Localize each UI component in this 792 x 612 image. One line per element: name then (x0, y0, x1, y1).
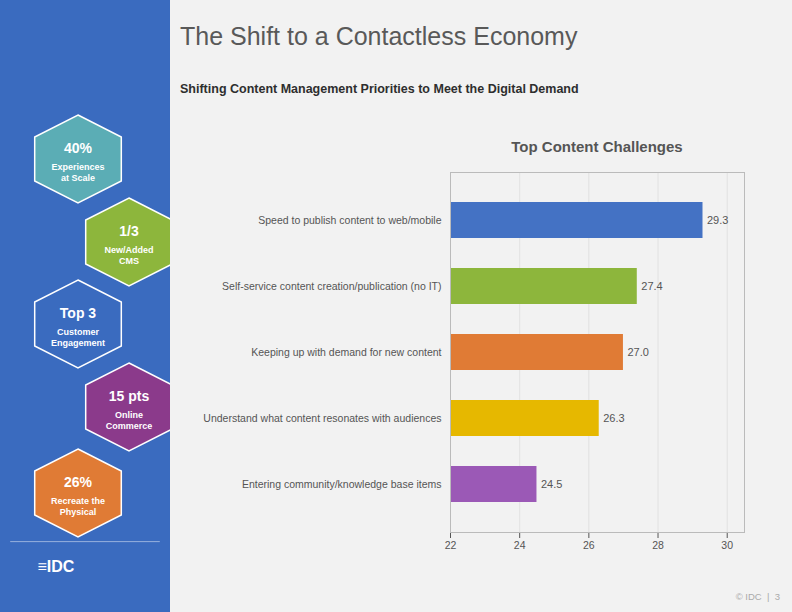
svg-text:28: 28 (652, 539, 664, 551)
html-text:The Shift to a Contactless Eco: The Shift to a Contactless Economy (180, 22, 578, 50)
svg-text:29.3: 29.3 (707, 214, 728, 226)
svg-text:Keeping up with demand for new: Keeping up with demand for new content (251, 346, 441, 358)
svg-text:Experiencesat Scale: Experiencesat Scale (51, 162, 104, 183)
svg-text:26%: 26% (64, 474, 93, 490)
svg-text:1/3: 1/3 (119, 223, 139, 239)
svg-text:24: 24 (514, 539, 526, 551)
svg-text:≡IDC: ≡IDC (37, 558, 74, 575)
svg-text:Self-service content creation/: Self-service content creation/publicatio… (222, 280, 441, 292)
svg-text:27.4: 27.4 (641, 280, 662, 292)
svg-text:Recreate thePhysical: Recreate thePhysical (51, 496, 105, 517)
svg-text:Top 3: Top 3 (60, 305, 97, 321)
svg-text:26: 26 (583, 539, 595, 551)
svg-text:15 pts: 15 pts (109, 388, 150, 404)
html-text:© IDC | 3: © IDC | 3 (735, 591, 780, 602)
svg-text:Speed to publish content to we: Speed to publish content to web/mobile (258, 214, 441, 226)
html-text:Top Content Challenges: Top Content Challenges (511, 138, 683, 155)
html-text:Shifting Content Management Pr: Shifting Content Management Priorities t… (180, 82, 579, 96)
svg-text:40%: 40% (64, 140, 93, 156)
svg-text:New/AddedCMS: New/AddedCMS (104, 245, 153, 266)
svg-text:24.5: 24.5 (541, 478, 562, 490)
svg-text:OnlineCommerce: OnlineCommerce (106, 410, 153, 431)
svg-text:26.3: 26.3 (603, 412, 624, 424)
svg-text:CustomerEngagement: CustomerEngagement (51, 327, 105, 348)
svg-text:Understand what content resona: Understand what content resonates with a… (203, 412, 441, 424)
svg-text:Entering community/knowledge b: Entering community/knowledge base items (242, 478, 442, 490)
svg-text:27.0: 27.0 (627, 346, 648, 358)
svg-text:30: 30 (721, 539, 733, 551)
svg-text:22: 22 (445, 539, 457, 551)
